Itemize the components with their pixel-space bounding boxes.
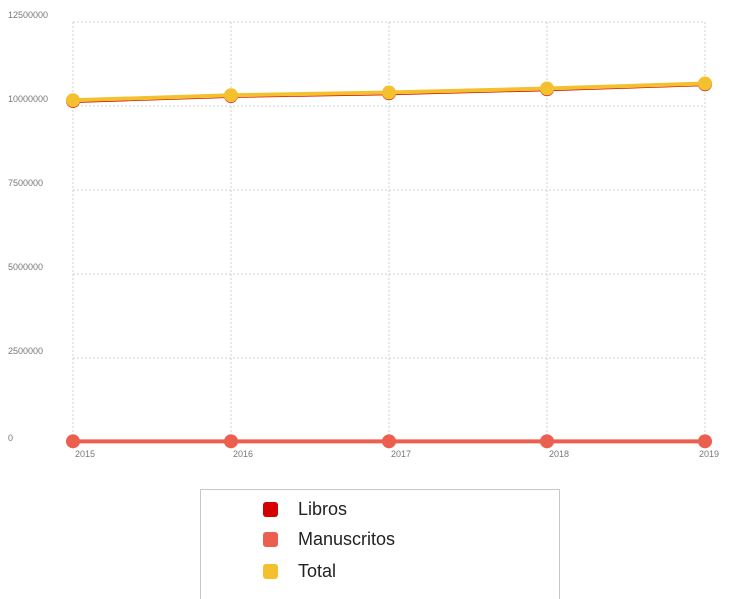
data-point-manuscritos[interactable] [698, 434, 712, 449]
legend-swatch-manuscritos [263, 531, 278, 547]
legend-label-total: Total [298, 560, 337, 581]
y-tick-label: 7500000 [8, 178, 43, 188]
legend-item-manuscritos[interactable]: Manuscritos [263, 527, 395, 551]
y-tick-label: 12500000 [8, 10, 48, 20]
y-tick-label: 0 [8, 433, 13, 443]
data-point-total[interactable] [224, 88, 238, 103]
x-tick-label: 2019 [699, 449, 719, 459]
legend-swatch-libros [263, 501, 278, 517]
data-point-total[interactable] [698, 76, 712, 91]
y-tick-label: 2500000 [8, 346, 43, 356]
data-point-manuscritos[interactable] [540, 434, 554, 449]
y-tick-label: 10000000 [8, 94, 48, 104]
x-axis-ticks: 2015 2016 2017 2018 2019 [75, 449, 719, 459]
data-point-manuscritos[interactable] [224, 434, 238, 449]
series-group [66, 76, 712, 449]
legend-swatch-total [263, 563, 278, 579]
legend-item-total[interactable]: Total [263, 559, 336, 583]
legend-label-manuscritos: Manuscritos [298, 528, 396, 549]
data-point-total[interactable] [382, 85, 396, 100]
y-axis-ticks: 0 2500000 5000000 7500000 10000000 12500000 [8, 10, 48, 443]
legend-item-libros[interactable]: Libros [263, 497, 347, 521]
x-tick-label: 2016 [233, 449, 253, 459]
data-point-manuscritos[interactable] [382, 434, 396, 449]
data-point-manuscritos[interactable] [66, 434, 80, 449]
data-point-total[interactable] [66, 93, 80, 108]
y-tick-label: 5000000 [8, 262, 43, 272]
x-tick-label: 2018 [549, 449, 569, 459]
line-chart: 0 2500000 5000000 7500000 10000000 12500000 2… [8, 10, 719, 459]
data-point-total[interactable] [540, 81, 554, 96]
legend-label-libros: Libros [298, 498, 348, 519]
legend: Libros Manuscritos Total [200, 489, 560, 599]
x-tick-label: 2015 [75, 449, 95, 459]
x-tick-label: 2017 [391, 449, 411, 459]
